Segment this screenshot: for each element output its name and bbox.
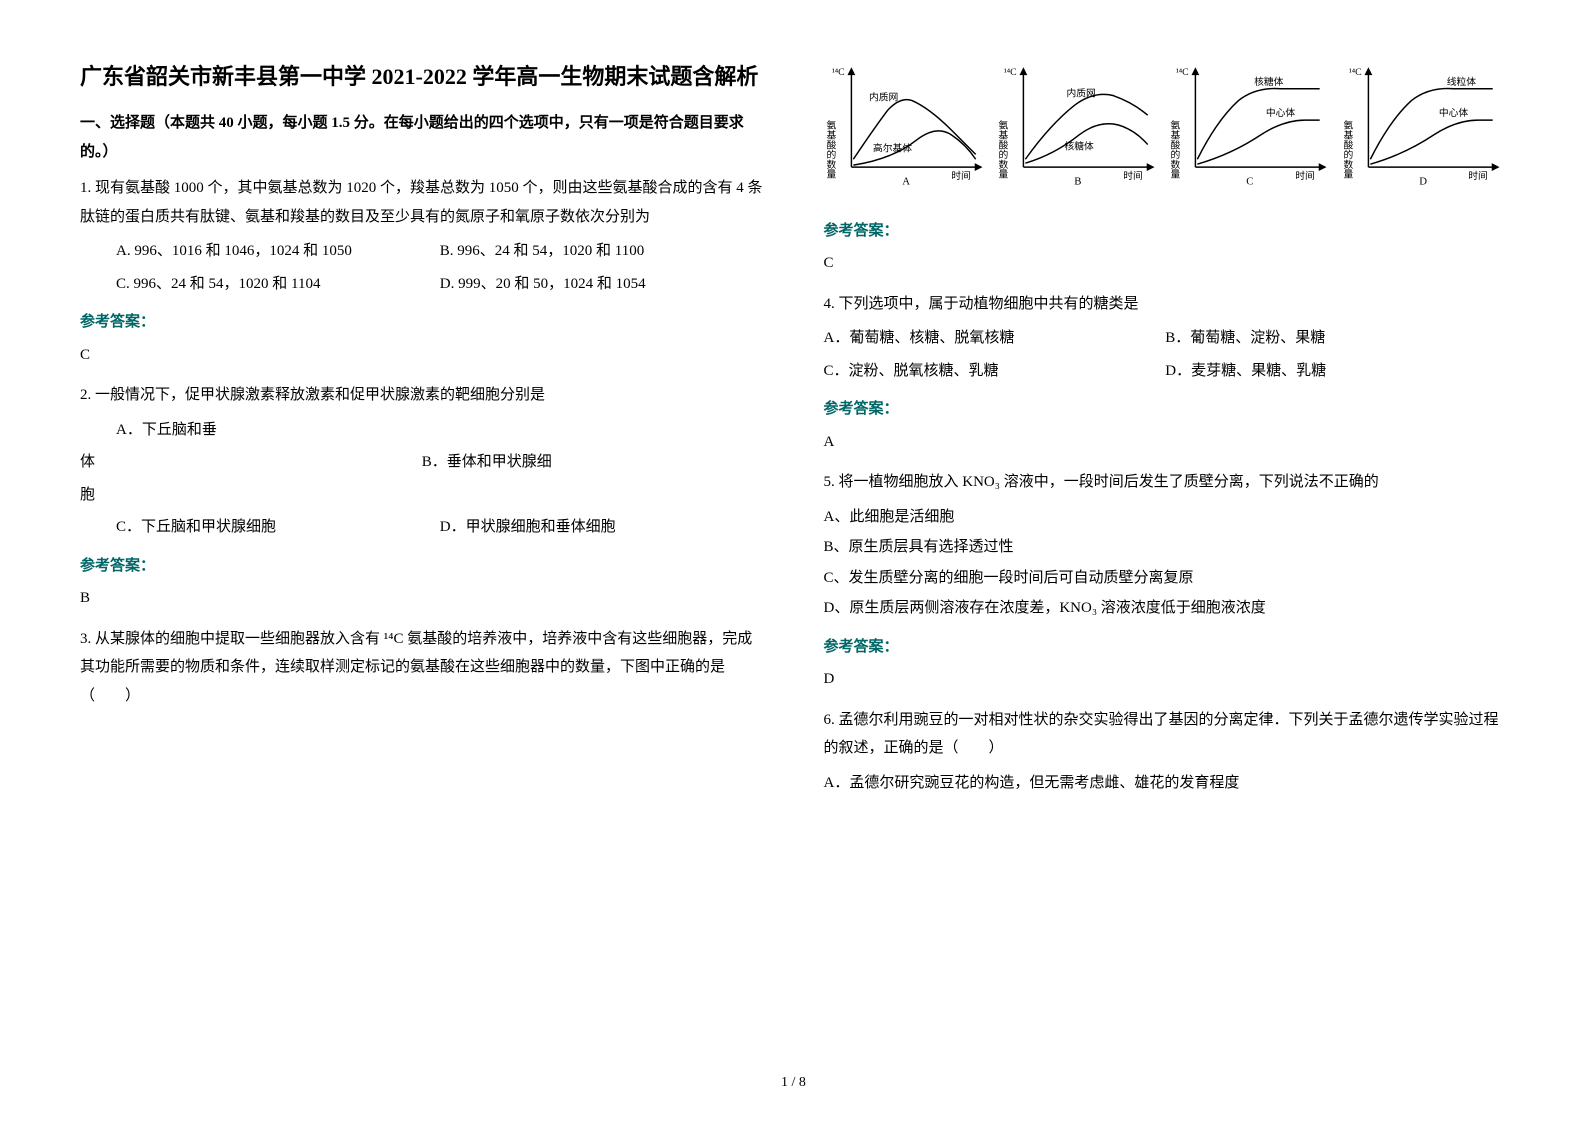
diagram-row: ¹⁴C 氨基酸的数量 内质网 高尔基体 时间 A ¹⁴C [824, 60, 1508, 201]
question-2: 2. 一般情况下，促甲状腺激素释放激素和促甲状腺激素的靶细胞分别是 A．下丘脑和… [80, 381, 764, 613]
diag-b-curve2: 核糖体 [1064, 139, 1094, 152]
q5-answer-label: 参考答案： [824, 633, 1508, 662]
diag-d-curve2: 中心体 [1438, 106, 1468, 119]
q5-prompt: 5. 将一植物细胞放入 KNO₃ 溶液中，一段时间后发生了质壁分离，下列说法不正… [824, 468, 1508, 497]
diag-c-curve2: 中心体 [1266, 106, 1296, 119]
q5-option-c: C、发生质壁分离的细胞一段时间后可自动质壁分离复原 [824, 564, 1508, 593]
q4-options-row2: C．淀粉、脱氧核糖、乳糖 D．麦芽糖、果糖、乳糖 [824, 357, 1508, 386]
diagram-b: ¹⁴C 氨基酸的数量 内质网 核糖体 时间 B [996, 60, 1162, 201]
q5-option-d: D、原生质层两侧溶液存在浓度差，KNO₃ 溶液浓度低于细胞液浓度 [824, 594, 1508, 623]
diag-ylabel: 氨基酸的数量 [1169, 119, 1181, 179]
diagram-a: ¹⁴C 氨基酸的数量 内质网 高尔基体 时间 A [824, 60, 990, 201]
q2-prompt: 2. 一般情况下，促甲状腺激素释放激素和促甲状腺激素的靶细胞分别是 [80, 381, 764, 410]
diag-b-xlabel: 时间 [1123, 169, 1143, 182]
q1-options-row1: A. 996、1016 和 1046，1024 和 1050 B. 996、24… [80, 237, 764, 266]
diag-d-curve1: 线粒体 [1446, 75, 1476, 88]
q2-option-b: B．垂体和甲状腺细 [422, 448, 764, 477]
q1-option-b: B. 996、24 和 54，1020 和 1100 [440, 237, 764, 266]
q4-options-row1: A．葡萄糖、核糖、脱氧核糖 B．葡萄糖、淀粉、果糖 [824, 324, 1508, 353]
diag-b-curve1: 内质网 [1066, 87, 1095, 100]
question-4: 4. 下列选项中，属于动植物细胞中共有的糖类是 A．葡萄糖、核糖、脱氧核糖 B．… [824, 290, 1508, 457]
diag-a-curve1: 内质网 [869, 91, 898, 104]
diag-c-xlabel: 时间 [1295, 169, 1315, 182]
q4-option-a: A．葡萄糖、核糖、脱氧核糖 [824, 324, 1166, 353]
question-3: 3. 从某腺体的细胞中提取一些细胞器放入含有 ¹⁴C 氨基酸的培养液中，培养液中… [80, 625, 764, 711]
diag-ylabel-top: ¹⁴C [1348, 67, 1361, 78]
diag-d-label: D [1419, 176, 1427, 188]
diag-ylabel: 氨基酸的数量 [996, 119, 1008, 179]
diag-ylabel-top: ¹⁴C [1004, 67, 1017, 78]
q2-answer: B [80, 584, 764, 613]
q1-option-d: D. 999、20 和 50，1024 和 1054 [440, 270, 764, 299]
q1-options-row2: C. 996、24 和 54，1020 和 1104 D. 999、20 和 5… [80, 270, 764, 299]
q2-option-d: D．甲状腺细胞和垂体细胞 [440, 513, 764, 542]
q1-answer-label: 参考答案： [80, 308, 764, 337]
diag-ylabel-top: ¹⁴C [831, 67, 844, 78]
q4-option-d: D．麦芽糖、果糖、乳糖 [1165, 357, 1507, 386]
diagram-d: ¹⁴C 氨基酸的数量 线粒体 中心体 时间 D [1341, 60, 1507, 201]
diag-ylabel: 氨基酸的数量 [1341, 119, 1353, 179]
q2-option-c: C．下丘脑和甲状腺细胞 [116, 513, 440, 542]
left-column: 广东省韶关市新丰县第一中学 2021-2022 学年高一生物期末试题含解析 一、… [80, 60, 764, 1040]
q6-option-a: A．孟德尔研究豌豆花的构造，但无需考虑雌、雄花的发育程度 [824, 769, 1508, 798]
q4-answer-label: 参考答案： [824, 395, 1508, 424]
diag-ylabel-top: ¹⁴C [1176, 67, 1189, 78]
q1-option-c: C. 996、24 和 54，1020 和 1104 [116, 270, 440, 299]
q1-option-a: A. 996、1016 和 1046，1024 和 1050 [116, 237, 440, 266]
q4-answer: A [824, 428, 1508, 457]
diag-b-label: B [1074, 176, 1081, 188]
diag-a-curve2: 高尔基体 [872, 141, 911, 154]
q2-answer-label: 参考答案： [80, 552, 764, 581]
diag-d-xlabel: 时间 [1468, 169, 1488, 182]
q2-options-row2: C．下丘脑和甲状腺细胞 D．甲状腺细胞和垂体细胞 [80, 513, 764, 542]
q5-answer: D [824, 665, 1508, 694]
q3-prompt: 3. 从某腺体的细胞中提取一些细胞器放入含有 ¹⁴C 氨基酸的培养液中，培养液中… [80, 625, 764, 711]
q5-option-a: A、此细胞是活细胞 [824, 503, 1508, 532]
right-column: ¹⁴C 氨基酸的数量 内质网 高尔基体 时间 A ¹⁴C [824, 60, 1508, 1040]
question-6: 6. 孟德尔利用豌豆的一对相对性状的杂交实验得出了基因的分离定律．下列关于孟德尔… [824, 706, 1508, 798]
section-header: 一、选择题（本题共 40 小题，每小题 1.5 分。在每小题给出的四个选项中，只… [80, 109, 764, 166]
question-1: 1. 现有氨基酸 1000 个，其中氨基总数为 1020 个，羧基总数为 105… [80, 174, 764, 369]
q3-answer-label: 参考答案： [824, 217, 1508, 246]
q1-answer: C [80, 341, 764, 370]
diag-c-curve1: 核糖体 [1254, 75, 1284, 88]
page-number: 1 / 8 [80, 1070, 1507, 1097]
q2-option-b-tail: 胞 [80, 481, 764, 510]
q4-option-c: C．淀粉、脱氧核糖、乳糖 [824, 357, 1166, 386]
diag-a-label: A [902, 176, 910, 188]
q2-option-a-tail: 体 [80, 448, 422, 477]
document-title: 广东省韶关市新丰县第一中学 2021-2022 学年高一生物期末试题含解析 [80, 60, 764, 93]
q2-row-wrap: 体 B．垂体和甲状腺细 [80, 448, 764, 477]
diagram-c: ¹⁴C 氨基酸的数量 核糖体 中心体 时间 C [1168, 60, 1334, 201]
q3-answer: C [824, 249, 1508, 278]
q1-prompt: 1. 现有氨基酸 1000 个，其中氨基总数为 1020 个，羧基总数为 105… [80, 174, 764, 231]
q2-option-a: A．下丘脑和垂 [80, 416, 764, 445]
q6-prompt: 6. 孟德尔利用豌豆的一对相对性状的杂交实验得出了基因的分离定律．下列关于孟德尔… [824, 706, 1508, 763]
diag-ylabel: 氨基酸的数量 [824, 119, 836, 179]
diag-c-label: C [1247, 176, 1254, 188]
diag-a-xlabel: 时间 [951, 169, 971, 182]
q4-option-b: B．葡萄糖、淀粉、果糖 [1165, 324, 1507, 353]
question-5: 5. 将一植物细胞放入 KNO₃ 溶液中，一段时间后发生了质壁分离，下列说法不正… [824, 468, 1508, 694]
q4-prompt: 4. 下列选项中，属于动植物细胞中共有的糖类是 [824, 290, 1508, 319]
q5-option-b: B、原生质层具有选择透过性 [824, 533, 1508, 562]
